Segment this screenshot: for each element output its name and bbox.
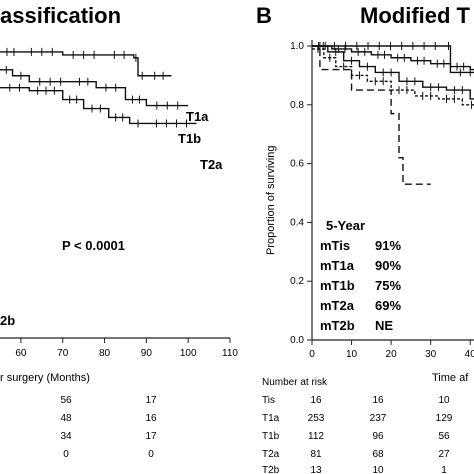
x-tick-label: 30 xyxy=(425,349,437,360)
panel-b-y-label: Proportion of surviving xyxy=(265,146,277,255)
y-tick-label: 0.8 xyxy=(290,100,304,111)
risk-a-cell: 48 xyxy=(60,413,72,424)
panel-b-title: Modified T xyxy=(360,3,471,28)
risk-b-row-name: Tis xyxy=(262,395,275,406)
x-tick-label: 80 xyxy=(99,348,111,359)
risk-b-cell: 27 xyxy=(438,449,450,460)
panel-a-x-ticks: 60 70 80 90 100 110 xyxy=(15,338,238,359)
risk-b-cell: 237 xyxy=(370,413,387,424)
risk-b-cell: 96 xyxy=(372,431,384,442)
risk-b-row-name: T2a xyxy=(262,449,280,460)
legend-name: mT2b xyxy=(320,318,355,333)
panel-b-risk-table: Number at risk Tis T1a T1b T2a T2b 16 25… xyxy=(262,377,453,474)
risk-b-cell: 253 xyxy=(308,413,325,424)
legend-header: 5-Year xyxy=(326,218,365,233)
risk-a-cell: 0 xyxy=(148,449,154,460)
risk-b-cell: 112 xyxy=(308,431,324,442)
panel-a-t1b-curve xyxy=(0,69,189,107)
risk-a-cell: 34 xyxy=(60,431,72,442)
risk-a-cell: 0 xyxy=(63,449,69,460)
panel-b-mtis-curve xyxy=(312,45,474,74)
panel-b-mt2b-curve xyxy=(312,45,431,185)
panel-b-mt2a-curve xyxy=(312,48,474,106)
x-tick-label: 40 xyxy=(465,349,474,360)
y-tick-label: 1.0 xyxy=(290,41,304,52)
panel-b-plot xyxy=(312,42,474,185)
legend-name: mT1a xyxy=(320,258,355,273)
panel-a-t2a-curve xyxy=(0,86,197,125)
legend-value: 91% xyxy=(375,238,401,253)
panel-b-letter: B xyxy=(256,3,272,28)
p-value-label: P < 0.0001 xyxy=(62,238,125,253)
risk-b-cell: 81 xyxy=(310,449,322,460)
risk-b-row-name: T2b xyxy=(262,465,280,474)
legend-name: mT2a xyxy=(320,298,355,313)
risk-a-cell: 56 xyxy=(60,395,72,406)
y-tick-label: 0.6 xyxy=(290,159,304,170)
risk-b-cell: 10 xyxy=(372,465,384,474)
legend-value: 75% xyxy=(375,278,401,293)
panel-a-t1a-curve xyxy=(0,51,172,77)
y-tick-label: 0.0 xyxy=(290,335,304,346)
y-tick-label: 0.2 xyxy=(290,276,304,287)
legend-value: 90% xyxy=(375,258,401,273)
risk-b-cell: 56 xyxy=(438,431,450,442)
risk-b-row-name: T1b xyxy=(262,431,280,442)
risk-b-header: Number at risk xyxy=(262,377,328,388)
x-tick-label: 110 xyxy=(222,348,238,359)
risk-b-cell: 16 xyxy=(310,395,322,406)
risk-b-cell: 1 xyxy=(441,465,447,474)
panel-b-mt1a-curve xyxy=(312,45,474,71)
legend-value: 69% xyxy=(375,298,401,313)
legend-name: mTis xyxy=(320,238,350,253)
x-tick-label: 70 xyxy=(57,348,69,359)
x-tick-label: 60 xyxy=(15,348,27,359)
x-tick-label: 90 xyxy=(141,348,153,359)
x-tick-label: 0 xyxy=(309,349,315,360)
risk-b-cell: 10 xyxy=(438,395,450,406)
panel-a-plot xyxy=(0,47,197,128)
risk-a-cell: 17 xyxy=(145,431,157,442)
curve-label-t1b: T1b xyxy=(178,131,201,146)
risk-b-row-name: T1a xyxy=(262,413,280,424)
risk-a-cell: 17 xyxy=(145,395,157,406)
curve-label-t2a: T2a xyxy=(200,157,223,172)
panel-a-title: assification xyxy=(0,3,121,28)
risk-b-cell: 13 xyxy=(310,465,322,474)
panel-b-x-ticks: 0 10 20 30 40 xyxy=(309,340,474,360)
panel-b-mt1b-curve xyxy=(312,45,474,100)
panel-a-x-label: r surgery (Months) xyxy=(0,372,90,384)
x-tick-label: 20 xyxy=(386,349,398,360)
panel-b-y-ticks: 1.0 0.8 0.6 0.4 0.2 0.0 xyxy=(290,41,312,346)
legend-value: NE xyxy=(375,318,393,333)
panel-b-legend: 5-Year mTis 91% mT1a 90% mT1b 75% mT2a 6… xyxy=(320,218,401,333)
risk-a-cell: 16 xyxy=(145,413,157,424)
curve-label-t2b: 2b xyxy=(0,313,15,328)
risk-b-cell: 129 xyxy=(436,413,453,424)
risk-b-cell: 68 xyxy=(372,449,384,460)
x-tick-label: 10 xyxy=(346,349,358,360)
y-tick-label: 0.4 xyxy=(290,217,304,228)
x-tick-label: 100 xyxy=(180,348,197,359)
legend-name: mT1b xyxy=(320,278,355,293)
panel-b-x-label: Time af xyxy=(432,372,469,384)
curve-label-t1a: T1a xyxy=(186,109,209,124)
panel-a-risk-table: 56 48 34 0 17 16 17 0 xyxy=(60,395,157,460)
risk-b-cell: 16 xyxy=(372,395,384,406)
